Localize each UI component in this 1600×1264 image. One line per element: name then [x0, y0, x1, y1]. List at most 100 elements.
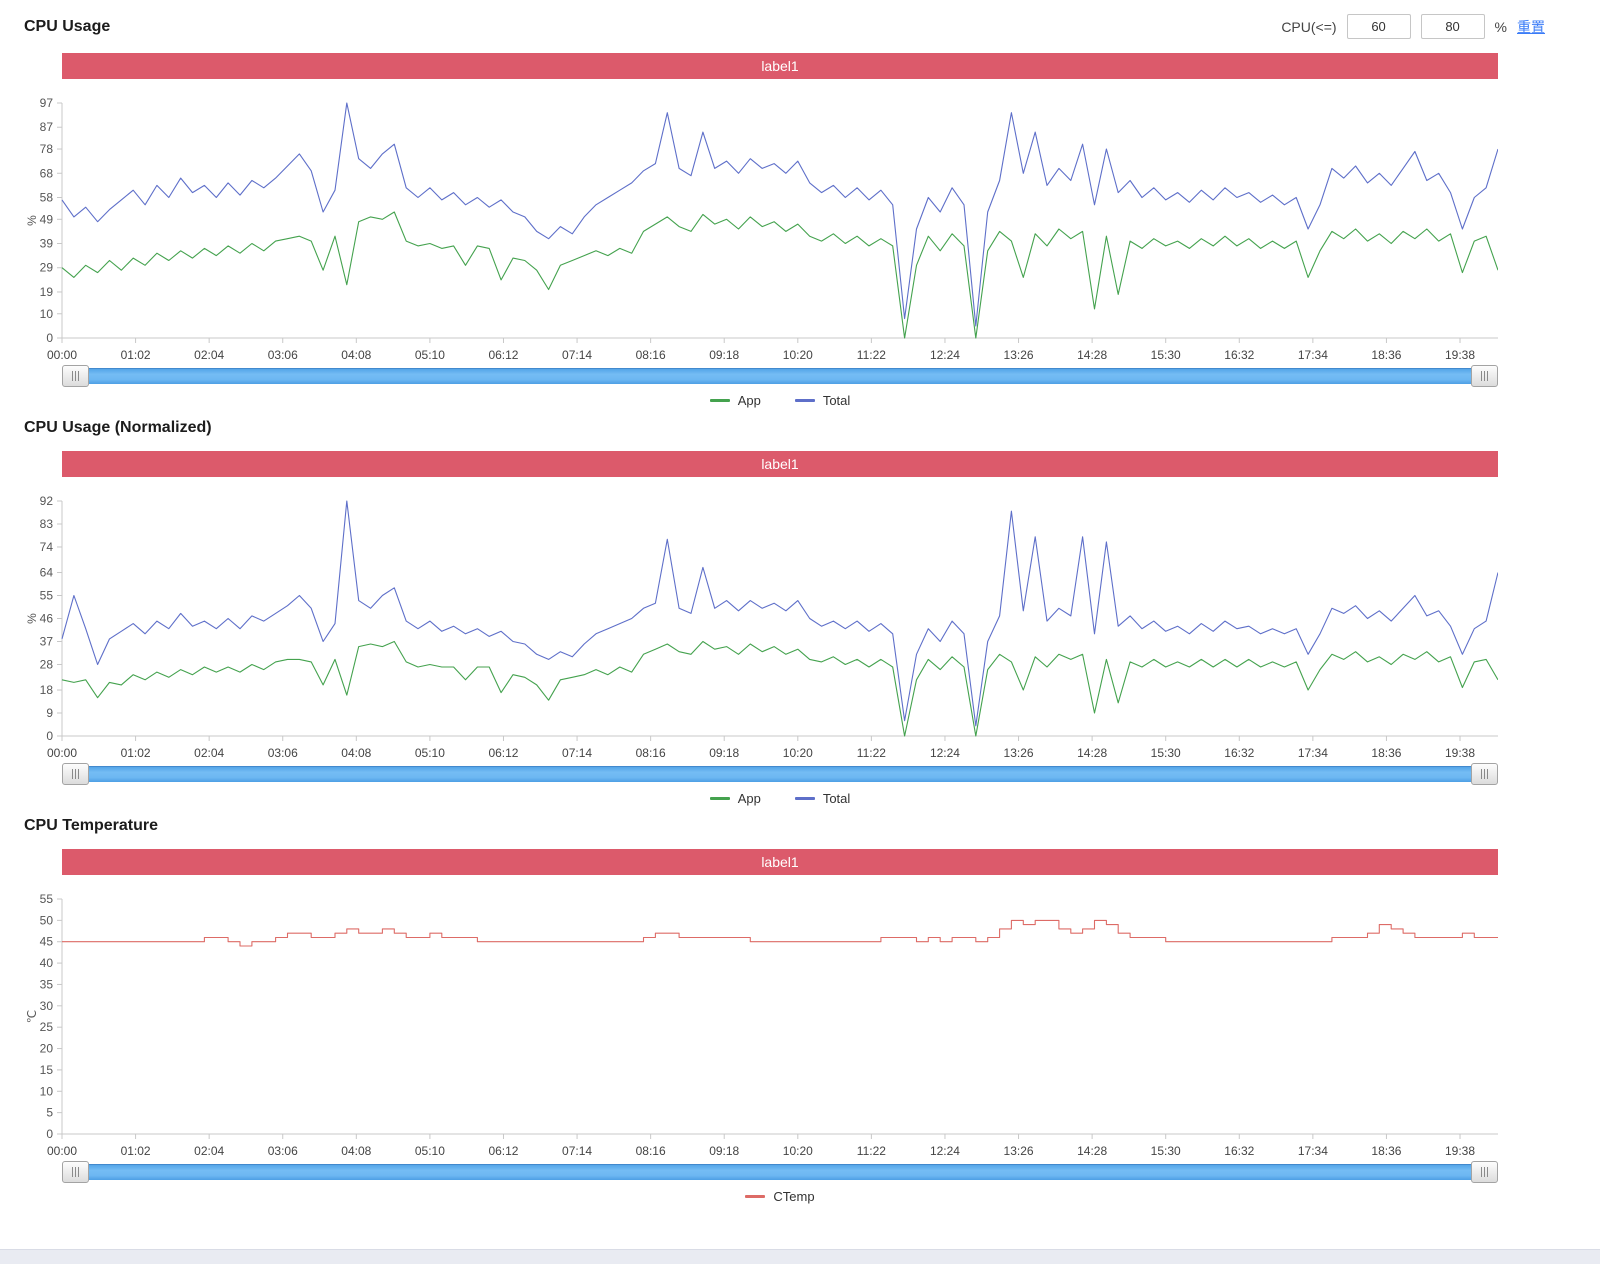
svg-text:18:36: 18:36 — [1371, 746, 1401, 760]
grip-icon — [72, 769, 79, 779]
scrollbar-left-handle[interactable] — [62, 365, 89, 387]
svg-text:11:22: 11:22 — [857, 1144, 886, 1158]
legend-dash-icon — [709, 796, 730, 800]
svg-text:19:38: 19:38 — [1445, 1144, 1475, 1158]
scrollbar-track[interactable] — [89, 766, 1471, 782]
svg-text:18: 18 — [40, 683, 54, 697]
page-title: CPU Usage — [24, 17, 111, 35]
svg-text:12:24: 12:24 — [930, 746, 960, 760]
svg-text:19:38: 19:38 — [1445, 746, 1475, 760]
svg-text:46: 46 — [40, 612, 54, 626]
svg-text:35: 35 — [40, 977, 54, 991]
svg-text:01:02: 01:02 — [121, 348, 151, 362]
svg-text:97: 97 — [40, 96, 54, 110]
svg-text:28: 28 — [40, 657, 54, 671]
legend-item-total[interactable]: Total — [794, 791, 850, 806]
svg-text:12:24: 12:24 — [930, 348, 960, 362]
svg-text:05:10: 05:10 — [415, 1144, 445, 1158]
cpu-filter-controls: CPU(<=) % 重置 — [1281, 14, 1545, 39]
svg-text:07:14: 07:14 — [562, 348, 592, 362]
svg-text:09:18: 09:18 — [709, 348, 739, 362]
svg-text:83: 83 — [40, 517, 54, 531]
legend-item-app[interactable]: App — [709, 392, 761, 408]
svg-text:14:28: 14:28 — [1077, 746, 1107, 760]
svg-text:03:06: 03:06 — [268, 1144, 298, 1158]
svg-text:9: 9 — [46, 706, 53, 720]
svg-text:06:12: 06:12 — [488, 746, 518, 760]
scrollbar-track[interactable] — [89, 368, 1471, 384]
svg-text:58: 58 — [40, 190, 54, 204]
svg-text:0: 0 — [46, 331, 53, 345]
svg-text:30: 30 — [40, 999, 54, 1013]
svg-text:14:28: 14:28 — [1077, 1144, 1107, 1158]
svg-text:℃: ℃ — [25, 1010, 39, 1023]
grip-icon — [1481, 1167, 1488, 1177]
svg-text:39: 39 — [40, 237, 54, 251]
svg-text:16:32: 16:32 — [1224, 746, 1254, 760]
svg-text:11:22: 11:22 — [857, 348, 886, 362]
svg-text:19:38: 19:38 — [1445, 348, 1475, 362]
svg-text:5: 5 — [46, 1106, 53, 1120]
svg-text:02:04: 02:04 — [194, 1144, 224, 1158]
legend-item-total[interactable]: Total — [794, 393, 850, 408]
reset-link[interactable]: 重置 — [1517, 18, 1545, 35]
cpu-threshold-high-input[interactable] — [1420, 14, 1485, 39]
legend-item-ctemp[interactable]: CTemp — [745, 1188, 815, 1204]
svg-text:0: 0 — [46, 729, 53, 743]
svg-text:55: 55 — [40, 892, 54, 906]
legend-dash-icon — [709, 398, 730, 402]
svg-text:08:16: 08:16 — [636, 1144, 666, 1158]
scrollbar-left-handle[interactable] — [62, 1161, 89, 1183]
legend-label: App — [737, 790, 761, 806]
svg-text:17:34: 17:34 — [1298, 1144, 1328, 1158]
svg-text:10:20: 10:20 — [783, 1144, 813, 1158]
svg-text:10:20: 10:20 — [783, 746, 813, 760]
svg-text:87: 87 — [40, 120, 54, 134]
svg-text:0: 0 — [46, 1127, 53, 1141]
legend-item-app[interactable]: App — [709, 790, 761, 806]
svg-text:04:08: 04:08 — [341, 1144, 371, 1158]
scrollbar-right-handle[interactable] — [1471, 1161, 1498, 1183]
cpu-threshold-low-input[interactable] — [1346, 14, 1411, 39]
svg-text:08:16: 08:16 — [636, 348, 666, 362]
svg-text:06:12: 06:12 — [488, 348, 518, 362]
svg-text:55: 55 — [40, 589, 54, 603]
svg-text:13:26: 13:26 — [1004, 1144, 1034, 1158]
svg-text:14:28: 14:28 — [1077, 348, 1107, 362]
cpu-temperature-legend: CTemp — [62, 1183, 1498, 1209]
cpu-usage-legend: App Total — [62, 387, 1498, 413]
svg-text:10: 10 — [40, 1084, 54, 1098]
scrollbar-track[interactable] — [89, 1164, 1471, 1180]
legend-label: App — [737, 392, 761, 408]
svg-text:01:02: 01:02 — [121, 746, 151, 760]
series-banner: label1 — [62, 451, 1498, 477]
svg-text:15: 15 — [40, 1063, 54, 1077]
svg-text:19: 19 — [40, 285, 54, 299]
footer-bar — [0, 1249, 1600, 1264]
svg-text:%: % — [25, 215, 39, 226]
grip-icon — [72, 1167, 79, 1177]
scrollbar-right-handle[interactable] — [1471, 365, 1498, 387]
svg-text:15:30: 15:30 — [1151, 746, 1181, 760]
legend-label: CTemp — [773, 1188, 815, 1204]
svg-text:50: 50 — [40, 913, 54, 927]
cpu-usage-chart[interactable]: 0 10 19 29 39 49 58 68 78 87 97 00:00 01:02 02:04 03:0… — [24, 93, 1498, 365]
panel-cpu-usage: CPU Usage CPU(<=) % 重置 label1 0 10 19 29 39 4… — [24, 14, 1600, 413]
svg-text:04:08: 04:08 — [341, 348, 371, 362]
legend-dash-icon — [794, 796, 815, 800]
legend-dash-icon — [794, 398, 815, 402]
svg-text:40: 40 — [40, 956, 54, 970]
svg-text:18:36: 18:36 — [1371, 1144, 1401, 1158]
svg-text:49: 49 — [40, 212, 54, 226]
cpu-filter-label: CPU(<=) — [1281, 18, 1337, 35]
scrollbar-right-handle[interactable] — [1471, 763, 1498, 785]
svg-text:00:00: 00:00 — [47, 1144, 77, 1158]
cpu-usage-normalized-range-scrollbar — [62, 763, 1498, 785]
svg-text:10: 10 — [40, 307, 54, 321]
svg-text:13:26: 13:26 — [1004, 746, 1034, 760]
cpu-temperature-chart[interactable]: 0 5 10 15 20 25 30 35 40 45 50 55 00:00 01:02 02:04 03:… — [24, 889, 1498, 1161]
cpu-usage-normalized-chart[interactable]: 0 9 18 28 37 46 55 64 74 83 92 00:00 01:02 02:04 03:06… — [24, 491, 1498, 763]
scrollbar-left-handle[interactable] — [62, 763, 89, 785]
report-page: CPU Usage CPU(<=) % 重置 label1 0 10 19 29 39 4… — [24, 14, 1600, 1209]
svg-text:17:34: 17:34 — [1298, 348, 1328, 362]
